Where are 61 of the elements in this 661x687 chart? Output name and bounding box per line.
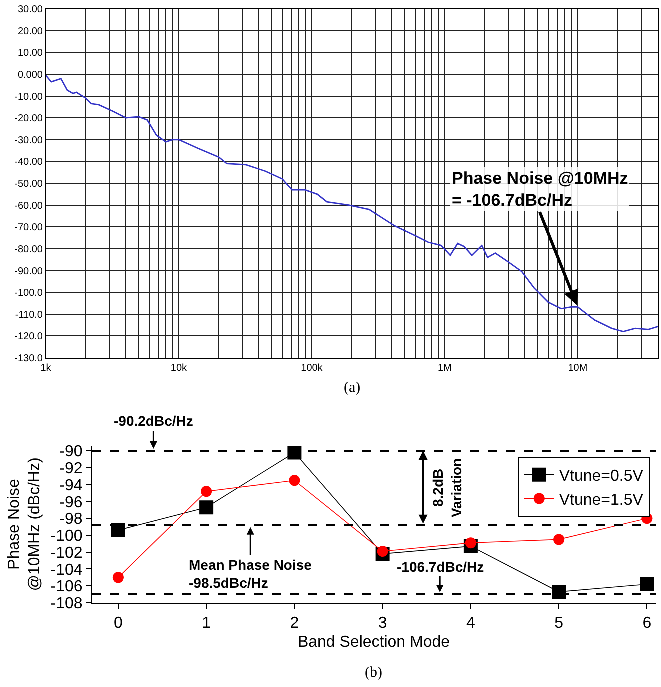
text: (a) — [344, 380, 361, 396]
x-tick-label: 0 — [114, 615, 123, 632]
point — [112, 572, 124, 584]
y-tick-label: 20.00 — [18, 26, 44, 38]
annotation: Mean Phase Noise -98.5dBc/Hz — [189, 557, 312, 592]
point — [465, 538, 476, 549]
text: (b) — [365, 665, 382, 681]
x-tick-label: 1M — [438, 363, 452, 374]
legend-label: Vtune=1.5V — [559, 492, 644, 509]
y-tick-label: -70.00 — [14, 222, 44, 234]
y-tick-label: -110.0 — [15, 310, 44, 321]
y-tick-label: -92 — [60, 460, 83, 478]
point — [111, 523, 126, 538]
y-tick-label: -130.0 — [14, 354, 44, 364]
y-tick-label: -94 — [60, 477, 83, 494]
x-tick-label: 1k — [40, 363, 52, 374]
point — [554, 534, 565, 546]
annotation: 8.2dB Variation — [430, 458, 464, 518]
y-tick-label: -40.00 — [14, 157, 44, 168]
x-tick-label: 10M — [568, 363, 588, 374]
x-tick-label: 100k — [301, 363, 324, 374]
annotation: Phase Noise @10MHz = -106.7dBc/Hz — [452, 169, 628, 210]
y-tick-label: -60.00 — [14, 200, 44, 212]
x-tick-label: 3 — [378, 615, 388, 632]
x-tick-label: 1 — [202, 615, 212, 632]
y-tick-label: -100.0 — [14, 288, 44, 300]
y-tick-label: -100 — [50, 528, 83, 546]
y-tick-label: -50.00 — [14, 179, 44, 190]
point — [201, 486, 212, 498]
point — [640, 577, 654, 592]
x-tick-label: 5 — [554, 615, 564, 632]
annotation: -90.2dBc/Hz — [114, 413, 194, 429]
y-tick-label: -102 — [50, 544, 83, 562]
x-tick-label: 2 — [290, 615, 300, 632]
y-tick-label: -104 — [50, 562, 83, 579]
x-tick-label: 4 — [466, 615, 476, 632]
annotation: -106.7dBc/Hz — [397, 559, 484, 575]
y-tick-label: 10.00 — [18, 48, 44, 60]
y-tick-label: -120.0 — [14, 332, 44, 343]
y-tick-label: 0.000 — [18, 70, 44, 81]
y-tick-label: -10.00 — [14, 92, 44, 103]
y-tick-label: 30.00 — [18, 4, 44, 16]
y-tick-label: -90 — [60, 444, 83, 461]
y-tick-label: -20.00 — [14, 114, 44, 125]
point — [200, 500, 214, 515]
y-tick-label: -98 — [60, 511, 83, 528]
y-tick-label: -90.00 — [14, 266, 44, 278]
y-tick-label: -108 — [50, 596, 83, 613]
y-tick-label: -96 — [60, 494, 83, 512]
x-tick-label: 6 — [642, 615, 652, 632]
x-axis-title: Band Selection Mode — [298, 634, 450, 651]
y-tick-label: -30.00 — [14, 135, 44, 146]
y-tick-label: -106 — [50, 578, 83, 596]
x-tick-label: 10k — [170, 363, 188, 374]
point — [552, 585, 566, 600]
legend-label: Vtune=0.5V — [559, 468, 644, 486]
point — [289, 475, 300, 486]
y-tick-label: -80.00 — [14, 244, 44, 256]
y-axis-title: Phase Noise @10MHz (dBc/Hz) — [6, 458, 44, 592]
point — [288, 446, 302, 460]
point — [377, 546, 388, 558]
